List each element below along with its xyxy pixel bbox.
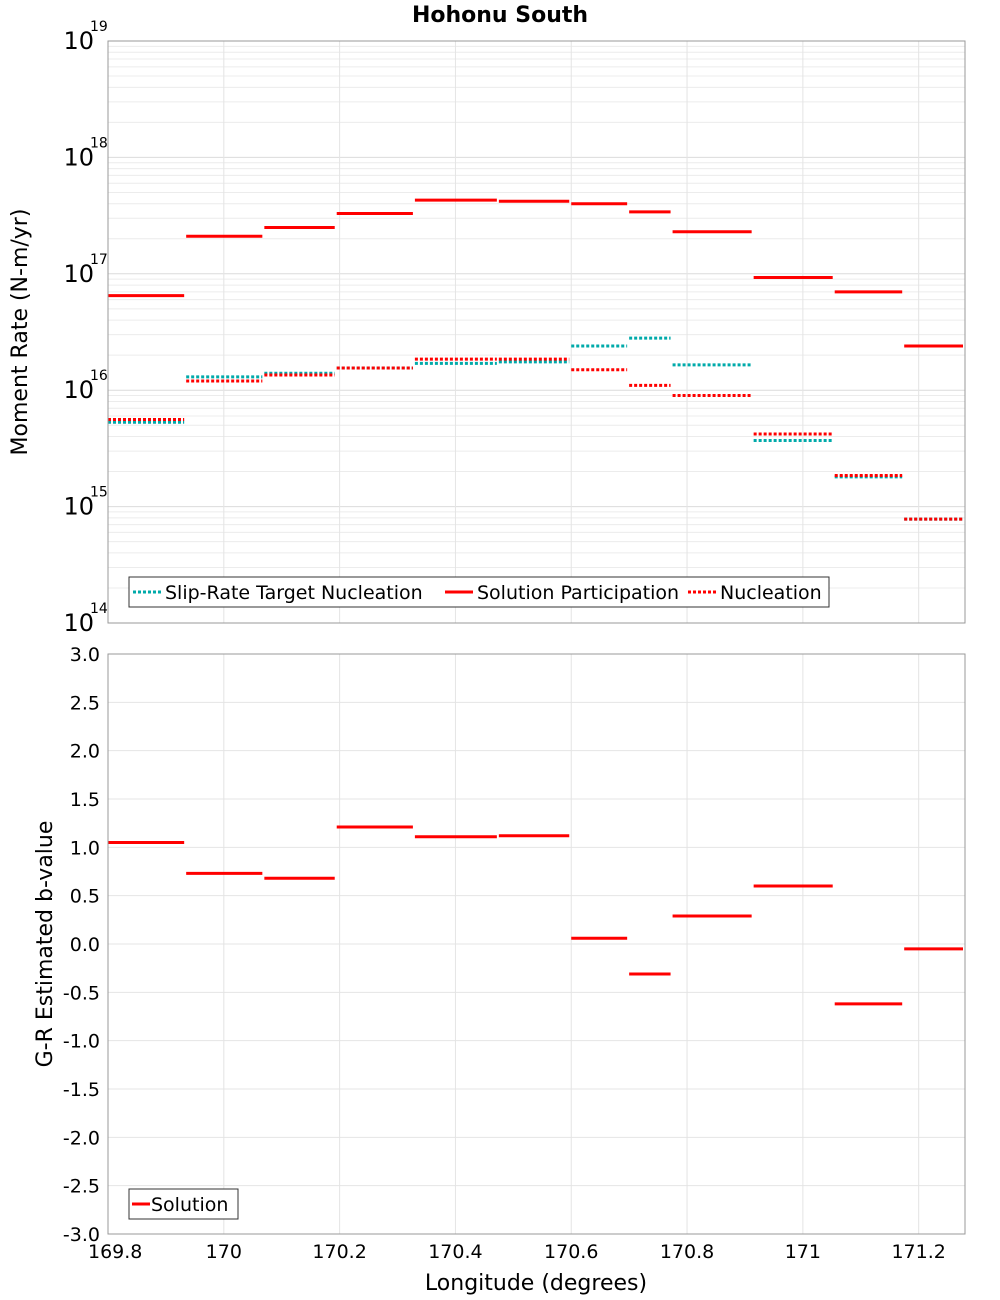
moment-rate-legend: Slip-Rate Target Nucleation Solution Part… bbox=[128, 576, 830, 608]
y-tick-label: 1.0 bbox=[70, 837, 100, 859]
x-tick-label: 171.2 bbox=[891, 1241, 945, 1263]
b-value-grid bbox=[107, 653, 965, 1235]
x-tick-label: 171 bbox=[785, 1241, 821, 1263]
x-tick-label: 170 bbox=[206, 1241, 242, 1263]
y-tick-exponent: 19 bbox=[90, 19, 108, 35]
y-tick-label: -2.5 bbox=[63, 1176, 100, 1198]
x-tick-label: 170.8 bbox=[660, 1241, 714, 1263]
y-tick-label: 10 bbox=[63, 376, 94, 404]
y-tick-label: 10 bbox=[63, 609, 94, 637]
b-value-legend: Solution bbox=[128, 1188, 239, 1220]
y-tick-label: 10 bbox=[63, 260, 94, 288]
b-value-plot-frame bbox=[107, 653, 966, 1235]
moment-rate-series bbox=[108, 198, 963, 521]
x-tick-label: 170.2 bbox=[312, 1241, 366, 1263]
b-value-series bbox=[108, 825, 963, 1006]
moment-rate-grid bbox=[107, 41, 965, 624]
moment-rate-y-axis-label: Moment Rate (N-m/yr) bbox=[8, 209, 33, 456]
moment-rate-plot-frame bbox=[107, 40, 966, 624]
b-value-y-ticks: -3.0 -2.5 -2.0 -1.5 -1.0 -0.5 0.0 0.5 1.0 1.5 2.0 2… bbox=[63, 644, 100, 1246]
y-tick-exponent: 16 bbox=[90, 368, 108, 384]
y-tick-label: 10 bbox=[63, 27, 94, 55]
y-tick-label: 0.5 bbox=[70, 886, 100, 908]
y-tick-exponent: 14 bbox=[90, 601, 108, 617]
y-tick-label: 2.0 bbox=[70, 741, 100, 763]
y-tick-label: -2.0 bbox=[63, 1127, 100, 1149]
y-tick-label: 3.0 bbox=[70, 644, 100, 666]
y-tick-label: -3.0 bbox=[63, 1224, 100, 1246]
x-tick-label: 169.8 bbox=[88, 1241, 142, 1263]
y-tick-label: 0.0 bbox=[70, 934, 100, 956]
y-tick-label: 10 bbox=[63, 143, 94, 171]
x-axis-ticks: 169.8 170 170.2 170.4 170.6 170.8 171 171.2 bbox=[88, 1241, 946, 1263]
y-tick-exponent: 18 bbox=[90, 135, 108, 151]
y-tick-label: 1.5 bbox=[70, 789, 100, 811]
b-value-y-axis-label: G-R Estimated b-value bbox=[33, 821, 58, 1068]
x-tick-label: 170.4 bbox=[428, 1241, 482, 1263]
y-tick-label: -0.5 bbox=[63, 982, 100, 1004]
moment-rate-plot-area bbox=[108, 41, 965, 623]
legend-label: Nucleation bbox=[720, 582, 822, 604]
y-tick-label: 2.5 bbox=[70, 692, 100, 714]
y-tick-label: 10 bbox=[63, 493, 94, 521]
y-tick-exponent: 17 bbox=[90, 252, 108, 268]
x-tick-label: 170.6 bbox=[544, 1241, 598, 1263]
legend-box bbox=[128, 1188, 239, 1220]
b-value-panel: -3.0 -2.5 -2.0 -1.5 -1.0 -0.5 0.0 0.5 1.0 1.5 2.0 2… bbox=[33, 644, 966, 1296]
y-tick-exponent: 15 bbox=[90, 485, 108, 501]
y-tick-label: -1.0 bbox=[63, 1031, 100, 1053]
legend-label: Solution Participation bbox=[477, 582, 679, 604]
legend-box bbox=[128, 576, 830, 608]
legend-label: Solution bbox=[151, 1194, 228, 1216]
chart-title: Hohonu South bbox=[412, 3, 588, 28]
y-tick-label: -1.5 bbox=[63, 1079, 100, 1101]
legend-label: Slip-Rate Target Nucleation bbox=[165, 582, 423, 604]
x-axis-label: Longitude (degrees) bbox=[425, 1271, 647, 1296]
